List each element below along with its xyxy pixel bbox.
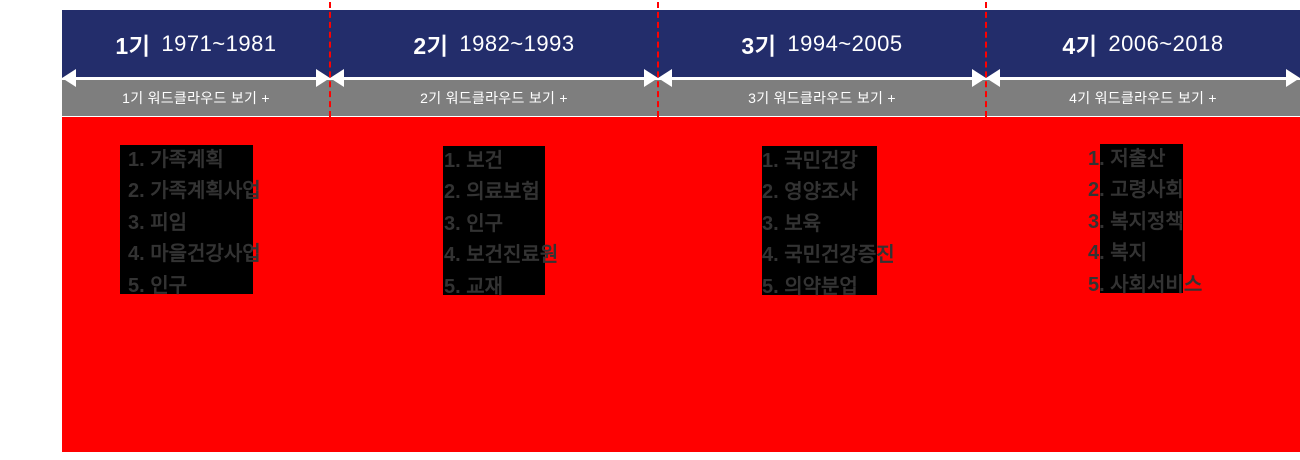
period-header-4: 4기 2006~2018 [986,10,1300,78]
keyword-item: 4. 보건진료원 [444,244,559,267]
keyword-item: 2. 영양조사 [762,181,858,204]
period-span-arrow-1 [62,69,330,88]
period-section-2: 2기 1982~1993 2기 워드클라우드 보기 + [330,0,658,120]
keyword-box-3 [762,146,877,295]
keyword-item: 2. 고령사회 [1088,179,1184,202]
arrow-line [998,77,1288,80]
period-divider [329,2,331,117]
arrow-left-icon [658,69,672,87]
keyword-item: 3. 복지정책 [1088,210,1184,233]
keyword-item: 1. 가족계획 [128,149,224,171]
keyword-list-2: 1. 보건 2. 의료보험 3. 인구 4. 보건진료원 5. 교재 [444,146,558,303]
keyword-item: 1. 저출산 [1088,148,1166,170]
period-range: 1994~2005 [787,31,903,56]
period-span-arrow-2 [330,69,658,88]
keyword-item: 5. 사회서비스 [1088,273,1203,296]
arrow-right-icon [972,69,986,87]
keyword-item: 2. 가족계획사업 [128,180,261,203]
period-header-3: 3기 1994~2005 [658,10,986,78]
keyword-item: 2. 의료보험 [444,181,540,204]
period-span-arrow-4 [986,69,1300,88]
wordcloud-view-button-1[interactable]: 1기 워드클라우드 보기 + [62,80,330,116]
arrow-line [670,77,974,80]
keyword-item: 3. 보육 [762,212,822,235]
arrow-right-icon [316,69,330,87]
wordcloud-button-label: 2기 워드클라우드 보기 + [420,90,568,106]
period-label: 3기 [741,33,777,59]
period-section-3: 3기 1994~2005 3기 워드클라우드 보기 + [658,0,986,120]
arrow-left-icon [330,69,344,87]
period-header-2: 2기 1982~1993 [330,10,658,78]
arrow-line [342,77,646,80]
keyword-list-1: 1. 가족계획 2. 가족계획사업 3. 피임 4. 마을건강사업 5. 인구 [128,145,261,302]
keyword-item: 5. 교재 [444,275,504,298]
keyword-item: 1. 보건 [444,150,504,172]
keyword-list-3: 1. 국민건강 2. 영양조사 3. 보육 4. 국민건강증진 5. 의약분업 [762,146,895,303]
keyword-item: 4. 복지 [1088,242,1148,265]
keyword-item: 3. 피임 [128,211,188,234]
keyword-item: 5. 인구 [128,274,188,297]
content-area [62,117,1300,452]
keyword-item: 4. 마을건강사업 [128,243,261,266]
wordcloud-view-button-2[interactable]: 2기 워드클라우드 보기 + [330,80,658,116]
wordcloud-view-button-3[interactable]: 3기 워드클라우드 보기 + [658,80,986,116]
period-span-arrow-3 [658,69,986,88]
arrow-left-icon [62,69,76,87]
period-range: 1982~1993 [459,31,575,56]
arrow-left-icon [986,69,1000,87]
wordcloud-button-label: 1기 워드클라우드 보기 + [122,90,270,106]
keyword-box-1 [120,145,253,294]
wordcloud-button-label: 4기 워드클라우드 보기 + [1069,90,1217,106]
period-range: 2006~2018 [1108,31,1224,56]
period-label: 1기 [115,33,151,59]
keyword-list-4: 1. 저출산 2. 고령사회 3. 복지정책 4. 복지 5. 사회서비스 [1088,144,1202,301]
keyword-box-2 [443,146,545,295]
keyword-item: 3. 인구 [444,212,504,235]
keyword-item: 1. 국민건강 [762,150,858,172]
wordcloud-button-label: 3기 워드클라우드 보기 + [748,90,896,106]
arrow-line [74,77,318,80]
period-section-1: 1기 1971~1981 1기 워드클라우드 보기 + [62,0,330,120]
arrow-right-icon [644,69,658,87]
keyword-item: 5. 의약분업 [762,275,858,298]
keyword-item: 4. 국민건강증진 [762,244,895,267]
period-label: 4기 [1062,33,1098,59]
period-range: 1971~1981 [161,31,277,56]
period-label: 2기 [413,33,449,59]
keyword-box-4 [1100,144,1183,293]
period-divider [985,2,987,117]
wordcloud-view-button-4[interactable]: 4기 워드클라우드 보기 + [986,80,1300,116]
arrow-right-icon [1286,69,1300,87]
period-section-4: 4기 2006~2018 4기 워드클라우드 보기 + [986,0,1300,120]
period-divider [657,2,659,117]
period-header-1: 1기 1971~1981 [62,10,330,78]
